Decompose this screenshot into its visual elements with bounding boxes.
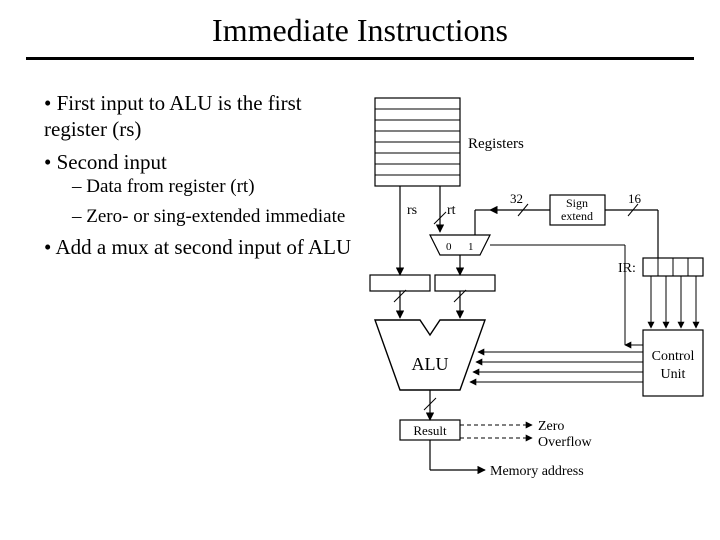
rt-label: rt	[447, 203, 456, 218]
result-label: Result	[413, 423, 447, 438]
bus32-label: 32	[510, 191, 523, 206]
overflow-label: Overflow	[538, 435, 593, 450]
ir-label: IR:	[618, 261, 636, 276]
alu: ALU	[375, 320, 485, 390]
bullet-2a: Data from register (rt)	[72, 175, 356, 199]
sign-extend-label-1: Sign	[566, 196, 588, 210]
bullet-3: Add a mux at second input of ALU	[44, 234, 356, 260]
sign-extend-label-2: extend	[561, 209, 593, 223]
latch-a	[370, 275, 430, 291]
register-file: Registers	[375, 98, 524, 186]
memory-address-label: Memory address	[490, 464, 584, 479]
control-label-2: Unit	[661, 367, 686, 382]
alu-label: ALU	[412, 354, 449, 374]
control-label-1: Control	[652, 349, 695, 364]
datapath-diagram: Registers rs rt 32 Sign extend 16 0 1 IR…	[360, 90, 710, 530]
bullet-2: Second input Data from register (rt) Zer…	[44, 149, 356, 229]
zero-label: Zero	[538, 419, 564, 434]
rs-label: rs	[407, 203, 417, 218]
page-title: Immediate Instructions	[0, 0, 720, 53]
bullet-2b: Zero- or sing-extended immediate	[72, 205, 356, 229]
bus16-label: 16	[628, 191, 642, 206]
bullet-list: First input to ALU is the first register…	[26, 90, 356, 267]
instruction-register: IR:	[618, 258, 703, 276]
title-underline	[26, 57, 694, 60]
registers-label: Registers	[468, 136, 524, 152]
latch-b	[435, 275, 495, 291]
mux: 0 1	[430, 235, 490, 255]
mux-1: 1	[468, 241, 474, 253]
mux-0: 0	[446, 241, 452, 253]
bullet-1: First input to ALU is the first register…	[44, 90, 356, 143]
